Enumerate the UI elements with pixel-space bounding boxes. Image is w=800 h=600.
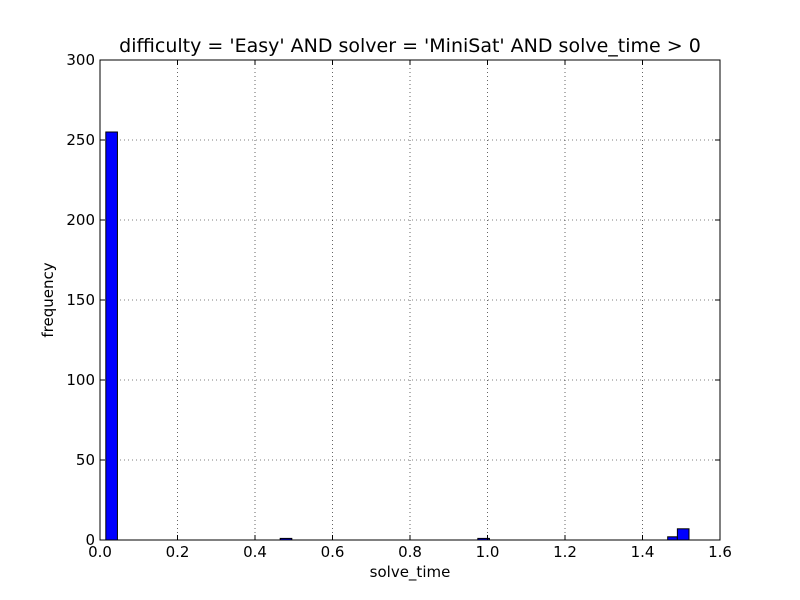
- y-axis-label: frequency: [39, 262, 57, 337]
- x-tick-label: 1.4: [631, 543, 655, 561]
- x-tick-label: 0.2: [166, 543, 190, 561]
- y-tick-label: 250: [66, 131, 95, 149]
- x-tick-label: 0.8: [398, 543, 422, 561]
- y-tick-label: 300: [66, 51, 95, 69]
- y-tick-label: 50: [76, 451, 95, 469]
- axis-ticks: 0.0 0.2 0.4 0.6 0.8 1.0 1.2 1.4 1.6 0 50 100 150 200 2…: [66, 51, 732, 561]
- grid-lines: [100, 60, 720, 540]
- x-axis-label: solve_time: [370, 563, 451, 582]
- y-tick-label: 200: [66, 211, 95, 229]
- histogram-bar: [676, 528, 690, 541]
- x-tick-label: 1.2: [553, 543, 577, 561]
- x-tick-label: 1.0: [476, 543, 500, 561]
- y-tick-label: 150: [66, 291, 95, 309]
- y-tick-label: 100: [66, 371, 95, 389]
- histogram-bar: [105, 131, 118, 541]
- x-tick-label: 0.0: [88, 543, 112, 561]
- x-tick-label: 1.6: [708, 543, 732, 561]
- x-tick-label: 0.6: [321, 543, 345, 561]
- chart-title: difficulty = 'Easy' AND solver = 'MiniSa…: [119, 35, 701, 57]
- x-tick-label: 0.4: [243, 543, 267, 561]
- y-tick-label: 0: [85, 531, 95, 549]
